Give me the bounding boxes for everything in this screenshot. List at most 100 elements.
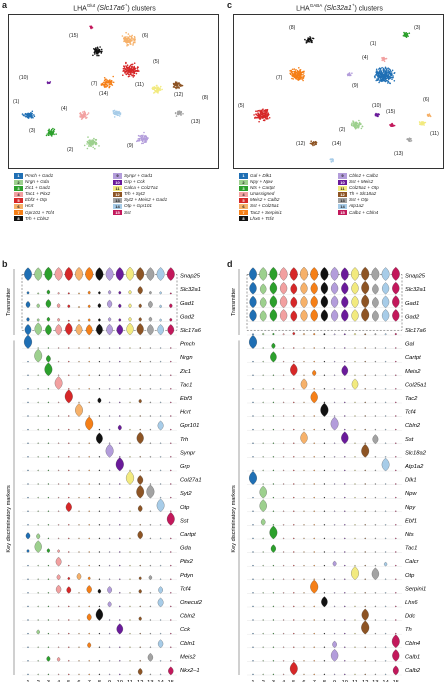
violin-mark	[95, 267, 104, 281]
violin-mark	[323, 632, 326, 635]
violin-mark	[344, 347, 346, 349]
violin-mark	[384, 442, 387, 444]
legend-label: Syt2 + Meis2 + Gad1	[124, 197, 168, 203]
cluster-swatch: 9	[338, 173, 347, 179]
violin-mark	[170, 551, 172, 553]
violin-mark	[27, 564, 29, 567]
legend-label: Trh + Syt2	[124, 191, 145, 197]
violin-mark	[108, 496, 111, 499]
violin-mark	[354, 564, 356, 567]
violin-mark	[37, 592, 39, 594]
gaba-legend-entry: 6 Sst + Col25a1	[239, 203, 282, 210]
glut-legend-entry: 1 Pmch + Gad1	[14, 173, 54, 179]
gene-label: Tac1	[405, 546, 417, 552]
violin-mark	[57, 442, 60, 444]
violin-mark	[344, 360, 346, 363]
violin-mark	[252, 360, 254, 363]
violin-mark	[282, 673, 285, 676]
cluster-label: (11)	[135, 82, 144, 88]
violin-mark	[170, 483, 172, 485]
gene-label: Calcr	[405, 559, 420, 565]
violin-mark	[303, 469, 305, 472]
violin-mark	[320, 282, 329, 295]
violin-mark	[68, 347, 70, 349]
violin-mark	[57, 496, 60, 499]
cluster-swatch: 5	[239, 197, 248, 204]
violin-mark	[262, 646, 264, 648]
violin-mark	[293, 605, 295, 608]
cluster-swatch: 15	[113, 210, 122, 216]
violin-mark	[139, 564, 141, 567]
gene-label: Gad1	[180, 301, 194, 307]
violin-mark	[149, 632, 152, 635]
violin-mark	[252, 673, 254, 676]
violin-mark	[282, 347, 285, 349]
violin-mark	[313, 605, 315, 608]
violin-mark	[293, 442, 295, 444]
violin-mark	[37, 374, 39, 376]
violin-mark	[78, 673, 80, 676]
violin-mark	[170, 415, 172, 417]
violin-mark	[303, 551, 305, 553]
violin-mark	[333, 578, 336, 580]
violin-mark	[159, 347, 162, 349]
violin-mark	[78, 646, 80, 648]
violin-mark	[300, 431, 308, 444]
violin-mark	[126, 322, 134, 336]
violin-mark	[384, 592, 387, 594]
cluster-label: (11)	[430, 131, 439, 137]
violin-mark	[27, 578, 29, 580]
violin-mark	[129, 401, 131, 404]
violin-mark	[384, 360, 387, 363]
gene-label: Gpr101	[180, 423, 199, 429]
violin-mark	[333, 632, 336, 635]
violin-mark	[68, 415, 70, 417]
violin-mark	[395, 483, 397, 485]
violin-mark	[303, 360, 305, 363]
violin-mark	[361, 294, 370, 308]
violin-mark	[137, 668, 143, 676]
violin-mark	[303, 592, 305, 594]
violin-mark	[333, 333, 336, 336]
violin-mark	[78, 619, 80, 621]
legend-label: Nrgn + Gda	[25, 179, 49, 185]
violin-mark	[170, 537, 172, 540]
gene-label: Col25a1	[405, 382, 427, 388]
cluster-14-points	[329, 158, 334, 163]
violin-mark	[170, 605, 172, 608]
violin-mark	[128, 290, 132, 295]
violin-mark	[129, 456, 131, 458]
violin-mark	[374, 415, 377, 417]
violin-mark	[313, 551, 315, 553]
violin-mark	[392, 295, 400, 308]
legend-label: Zic1 + Gad1	[25, 185, 51, 191]
violin-mark	[159, 469, 162, 472]
cluster-swatch: 15	[338, 210, 347, 216]
violin-mark	[364, 673, 366, 676]
glut-legend-entry: 6 Hcrt	[14, 203, 54, 210]
legend-label: Otp + Gpr101	[124, 203, 152, 209]
cluster-label: (13)	[191, 119, 200, 125]
violin-mark	[290, 296, 298, 308]
violin-mark	[395, 428, 397, 431]
gene-label: Nts	[405, 532, 414, 538]
legend-label: Npy + Npw	[250, 179, 273, 185]
violin-mark	[98, 537, 101, 540]
legend-label: Synpr + Gad1	[124, 173, 153, 178]
violin-mark	[313, 347, 315, 349]
violin-mark	[47, 469, 50, 472]
violin-mark	[372, 434, 379, 444]
violin-mark	[56, 574, 61, 580]
violin-mark	[354, 374, 356, 376]
violin-mark	[119, 360, 121, 363]
violin-mark	[57, 673, 60, 676]
violin-mark	[282, 510, 285, 512]
violin-mark	[395, 592, 397, 594]
violin-mark	[98, 428, 101, 431]
violin-mark	[252, 374, 254, 376]
violin-mark	[293, 428, 295, 431]
violin-mark	[126, 470, 134, 485]
violin-mark	[323, 592, 326, 594]
gene-label: Pmch	[180, 342, 195, 348]
violin-mark	[303, 619, 305, 621]
